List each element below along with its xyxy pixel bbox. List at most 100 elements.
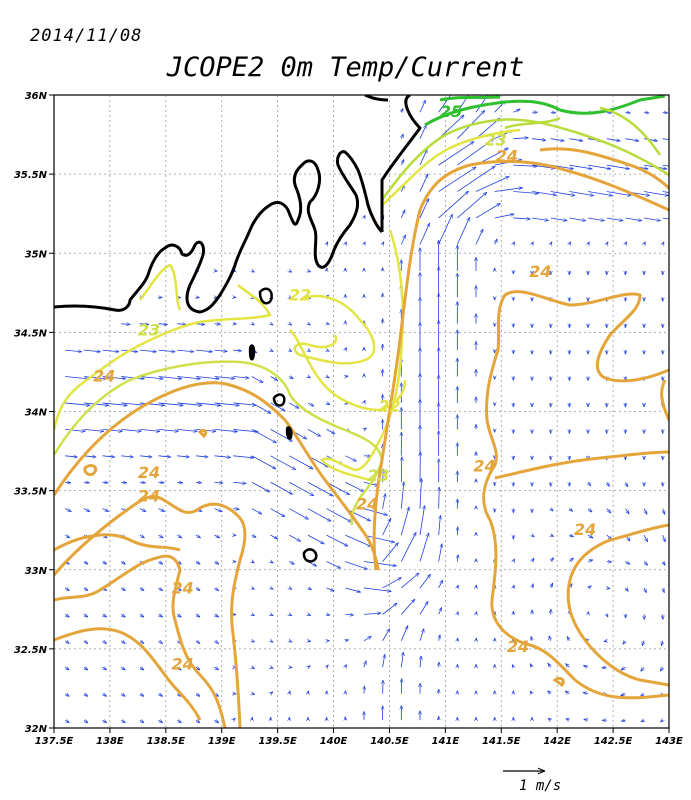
current-vector (270, 402, 285, 411)
current-vector (252, 694, 255, 695)
current-vector (382, 578, 402, 589)
current-vector (308, 666, 311, 668)
current-vector (102, 562, 107, 565)
contour-23-north (380, 106, 669, 201)
current-vector (327, 324, 330, 325)
current-vector (64, 694, 69, 697)
current-vector (139, 482, 146, 483)
current-vector (583, 664, 589, 667)
current-vector (271, 667, 274, 669)
axis-ticks: 137.5E 138E 138.5E 139E 139.5E 140E 140.5E 141E… (14, 91, 683, 747)
contour-22-coast (54, 128, 521, 482)
current-vector (457, 192, 486, 219)
current-vector (289, 562, 294, 565)
current-vector (158, 376, 182, 379)
current-vector (139, 588, 144, 591)
current-vector (214, 508, 223, 513)
current-vector (643, 112, 649, 113)
current-vector (606, 138, 621, 141)
current-vector (475, 118, 500, 139)
current-vector (625, 217, 642, 221)
current-vector (643, 191, 668, 196)
current-vector (494, 188, 523, 192)
current-vector (195, 588, 200, 591)
current-vector (177, 456, 189, 457)
contour-label: 23 (485, 131, 507, 150)
lat-tick-label: 33.5N (14, 487, 48, 498)
current-vector (400, 532, 417, 562)
scale-label: 1 m/s (519, 778, 561, 794)
current-vector (139, 350, 157, 352)
contour-24-blob-2 (83, 464, 98, 476)
current-vector (158, 562, 163, 565)
contour-label: 24 (171, 578, 193, 597)
current-vector (65, 456, 77, 457)
current-vector (308, 377, 311, 378)
current-vector (419, 125, 427, 139)
current-vector (621, 720, 625, 721)
current-vector (102, 456, 115, 457)
current-vector (511, 664, 513, 667)
current-vector (139, 720, 144, 723)
current-vector (439, 635, 440, 641)
current-vector (102, 694, 107, 697)
lon-tick-label: 143E (655, 736, 683, 747)
current-vector (158, 324, 168, 325)
island-kozushima (285, 426, 293, 440)
current-vector (606, 191, 631, 196)
current-vector (661, 640, 662, 646)
current-vector (308, 271, 311, 273)
current-vector (457, 585, 458, 588)
current-vector (326, 561, 341, 569)
current-vector (195, 641, 200, 644)
current-vector (569, 164, 592, 169)
current-vector (383, 469, 384, 483)
current-vector (663, 508, 665, 515)
current-vector (364, 661, 366, 668)
current-vector (625, 588, 628, 591)
current-vector (251, 481, 270, 492)
current-vector (623, 641, 626, 645)
current-vector (233, 509, 239, 510)
current-vector (607, 242, 609, 245)
current-vector (233, 482, 246, 483)
current-vector (531, 164, 555, 168)
contour-label: 24 (507, 637, 529, 656)
current-vector (195, 456, 208, 457)
current-vector (139, 428, 160, 431)
current-vector (289, 481, 314, 496)
current-vector (550, 191, 575, 196)
current-vector (158, 456, 171, 457)
current-vector (565, 664, 570, 668)
contour-label: 24 (93, 366, 115, 385)
current-vector (475, 203, 500, 219)
current-vector (364, 215, 366, 218)
current-vector (158, 509, 165, 513)
contour-24-north-east (539, 147, 669, 190)
current-vector (83, 588, 88, 591)
current-vector (307, 429, 321, 436)
current-vector (551, 242, 553, 245)
current-vector (233, 455, 254, 458)
current-vector (513, 218, 530, 219)
current-vector (308, 324, 311, 325)
temperature-contours (54, 95, 669, 728)
current-vector (569, 509, 572, 512)
lon-tick-label: 137.5E (35, 736, 74, 747)
current-vector (663, 242, 665, 245)
current-vector (662, 191, 669, 193)
current-vector (307, 534, 324, 544)
current-vector (195, 562, 200, 565)
current-vector (271, 692, 273, 694)
current-vector (551, 558, 554, 562)
current-vector (120, 641, 125, 644)
current-vector (121, 456, 133, 457)
current-vector (158, 614, 163, 617)
current-vector (584, 719, 589, 720)
current-vector (177, 535, 182, 538)
current-vector (139, 535, 145, 538)
current-vector (139, 667, 144, 670)
current-vector (643, 217, 661, 221)
current-vector (289, 614, 292, 617)
